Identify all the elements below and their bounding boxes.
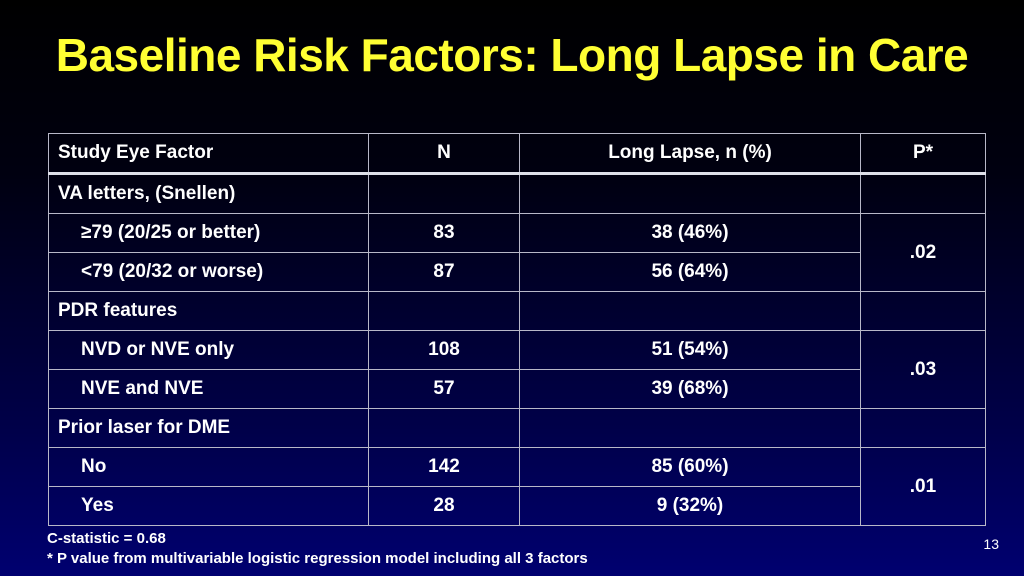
p-value-footnote: * P value from multivariable logistic re… xyxy=(47,550,588,567)
table-cell xyxy=(860,173,986,214)
table-cell xyxy=(368,408,520,448)
risk-factor-table: Study Eye Factor N Long Lapse, n (%) P* … xyxy=(48,133,986,526)
row-factor: NVD or NVE only xyxy=(48,330,369,370)
table-cell xyxy=(519,291,861,331)
page-number: 13 xyxy=(983,536,999,552)
table-header-row: Study Eye Factor N Long Lapse, n (%) P* xyxy=(48,133,986,175)
table-row: NVD or NVE only 108 51 (54%) .03 xyxy=(48,330,986,409)
row-factor: No xyxy=(48,447,369,487)
group-p-value: .02 xyxy=(860,213,986,292)
table-group-row: PDR features xyxy=(48,291,986,331)
slide-title: Baseline Risk Factors: Long Lapse in Car… xyxy=(55,29,969,81)
row-n: 28 xyxy=(368,486,520,526)
table-cell xyxy=(368,291,520,331)
header-study-eye-factor: Study Eye Factor xyxy=(48,133,369,175)
row-n: 83 xyxy=(368,213,520,253)
table-cell xyxy=(519,408,861,448)
row-long-lapse: 51 (54%) xyxy=(519,330,861,370)
group-p-value: .01 xyxy=(860,447,986,526)
row-n: 142 xyxy=(368,447,520,487)
row-n: 108 xyxy=(368,330,520,370)
row-factor: <79 (20/32 or worse) xyxy=(48,252,369,292)
group-label: Prior laser for DME xyxy=(48,408,369,448)
table-cell xyxy=(860,408,986,448)
row-long-lapse: 38 (46%) xyxy=(519,213,861,253)
group-p-value: .03 xyxy=(860,330,986,409)
row-long-lapse: 85 (60%) xyxy=(519,447,861,487)
table-row: <79 (20/32 or worse) 87 56 (64%) xyxy=(48,252,986,292)
table-group-row: Prior laser for DME xyxy=(48,408,986,448)
table-row: Yes 28 9 (32%) xyxy=(48,486,986,526)
table-row: No 142 85 (60%) .01 xyxy=(48,447,986,526)
row-factor: NVE and NVE xyxy=(48,369,369,409)
row-long-lapse: 56 (64%) xyxy=(519,252,861,292)
header-long-lapse: Long Lapse, n (%) xyxy=(519,133,861,175)
row-factor: Yes xyxy=(48,486,369,526)
row-n: 57 xyxy=(368,369,520,409)
header-n: N xyxy=(368,133,520,175)
c-statistic-note: C-statistic = 0.68 xyxy=(47,530,166,547)
row-factor: ≥79 (20/25 or better) xyxy=(48,213,369,253)
row-long-lapse: 9 (32%) xyxy=(519,486,861,526)
table-row: NVE and NVE 57 39 (68%) xyxy=(48,369,986,409)
row-long-lapse: 39 (68%) xyxy=(519,369,861,409)
header-p-value: P* xyxy=(860,133,986,175)
table-cell xyxy=(368,173,520,214)
row-n: 87 xyxy=(368,252,520,292)
table-group-row: VA letters, (Snellen) xyxy=(48,173,986,214)
table-row: ≥79 (20/25 or better) 83 38 (46%) .02 xyxy=(48,213,986,292)
table-cell xyxy=(519,173,861,214)
group-label: PDR features xyxy=(48,291,369,331)
group-label: VA letters, (Snellen) xyxy=(48,173,369,214)
table-cell xyxy=(860,291,986,331)
